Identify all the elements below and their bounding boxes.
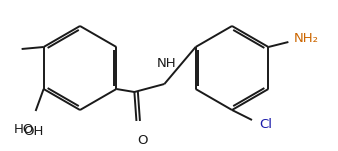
Text: NH₂: NH₂ xyxy=(294,32,319,45)
Text: OH: OH xyxy=(23,125,44,138)
Text: O: O xyxy=(137,134,148,147)
Text: Cl: Cl xyxy=(260,117,272,130)
Text: NH: NH xyxy=(156,57,176,70)
Text: HO: HO xyxy=(13,123,33,136)
